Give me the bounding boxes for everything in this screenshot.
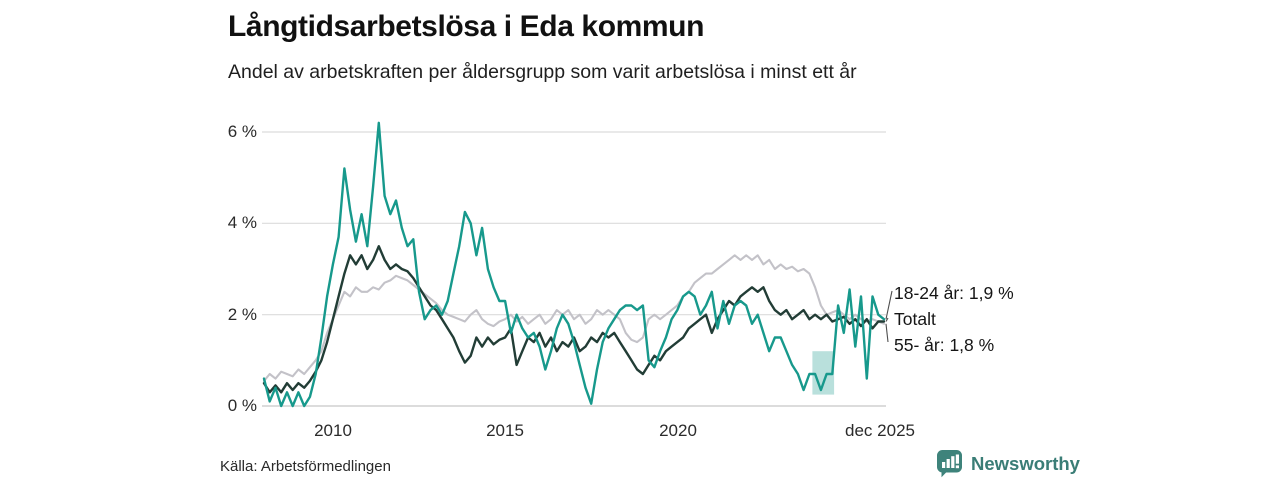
y-axis-tick-label-0: 0 %: [227, 396, 257, 415]
y-axis-tick-label-2: 2 %: [227, 305, 257, 324]
newsworthy-logo-icon: [937, 450, 962, 478]
logo-bar-2: [946, 459, 950, 468]
series-end-label-totalt: Totalt: [894, 309, 936, 329]
x-axis-tick-label-2010: 2010: [314, 421, 352, 440]
x-axis-tick-label-2015: 2015: [486, 421, 524, 440]
chart-title: Långtidsarbetslösa i Eda kommun: [228, 10, 705, 43]
source-note: Källa: Arbetsförmedlingen: [220, 458, 391, 475]
series-end-label-55: 55- år: 1,8 %: [894, 335, 995, 355]
x-axis-tick-label-dec-2025: dec 2025: [845, 421, 915, 440]
y-axis-tick-label-6: 6 %: [227, 122, 257, 141]
logo-exclamation-stem: [955, 454, 959, 464]
x-axis-tick-label-2020: 2020: [659, 421, 697, 440]
newsworthy-logo-text: Newsworthy: [971, 452, 1080, 474]
series-end-label-18-24: 18-24 år: 1,9 %: [894, 283, 1014, 303]
logo-exclamation-dot: [955, 465, 959, 469]
chart-subtitle: Andel av arbetskraften per åldersgrupp s…: [228, 61, 857, 83]
y-axis-tick-label-4: 4 %: [227, 213, 257, 232]
logo-bar-3: [951, 456, 955, 468]
logo-bar-1: [942, 462, 946, 468]
newsworthy-logo[interactable]: Newsworthy: [936, 449, 1080, 478]
